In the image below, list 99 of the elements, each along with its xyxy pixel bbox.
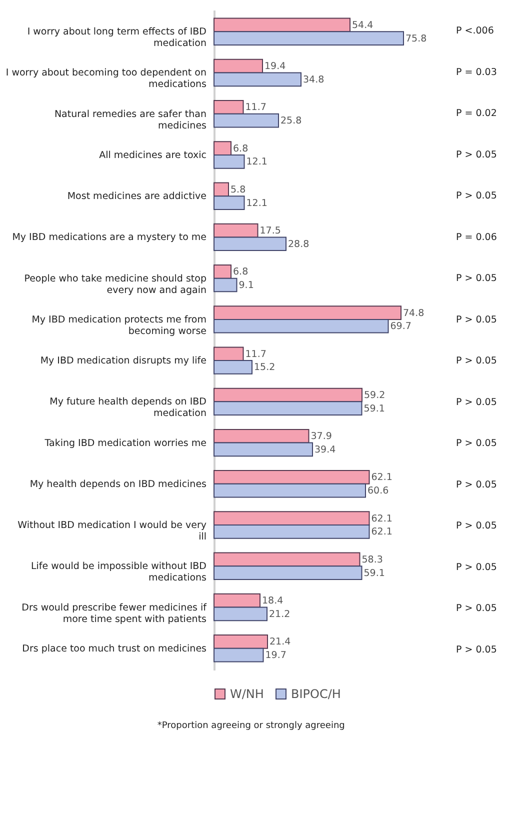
bar: [214, 264, 232, 279]
data-label: 59.2: [364, 390, 386, 401]
text: P > 0.05: [456, 149, 497, 160]
data-label: 28.8: [288, 238, 310, 250]
data-label: 75.8: [406, 33, 427, 44]
data-label: 59.1: [364, 403, 385, 414]
data-label: 21.2: [269, 608, 290, 620]
text: P = 0.06: [456, 232, 497, 243]
bar: [214, 552, 360, 567]
y-tick-label: Drs place too much trust on medicines: [22, 643, 207, 654]
text: P > 0.05: [456, 644, 497, 656]
y-tick-label: My health depends on IBD medicines: [30, 478, 207, 490]
bar: [214, 72, 302, 87]
data-label: 58.3: [362, 554, 383, 566]
bar: [214, 566, 362, 580]
text: P > 0.05: [456, 314, 497, 326]
text: P > 0.05: [456, 562, 497, 573]
data-label: 62.1: [371, 472, 392, 484]
text: P > 0.05: [456, 396, 497, 408]
bar: [214, 593, 260, 608]
data-label: 25.8: [280, 116, 302, 127]
data-label: 37.9: [310, 431, 332, 442]
text: P > 0.05: [456, 520, 497, 532]
bar: [214, 401, 362, 416]
bar: [214, 606, 268, 622]
bar: [214, 470, 370, 484]
data-label: 69.7: [390, 321, 412, 332]
text: P = 0.03: [456, 66, 497, 78]
y-tick-label: Taking IBD medication worries me: [44, 438, 207, 449]
y-tick-label: My future health depends on IBD medication: [50, 396, 206, 420]
bar: [214, 388, 362, 402]
bar: [214, 483, 366, 498]
text: P = 0.02: [456, 108, 497, 120]
y-tick-label: My IBD medication protects me from becoming worse: [32, 314, 207, 337]
y-tick-label: People who take medicine should stop every now and again: [24, 273, 206, 296]
y-tick-label: My IBD medication disrupts my life: [40, 356, 207, 367]
y-tick-label: My IBD medications are a mystery to me: [12, 232, 207, 244]
bar: [214, 428, 310, 444]
bar: [214, 346, 244, 362]
bar: [214, 223, 258, 238]
data-label: 62.1: [371, 526, 392, 538]
data-label: 34.8: [303, 74, 324, 86]
bar: [214, 648, 264, 662]
text: P > 0.05: [456, 190, 497, 202]
bar: [214, 196, 245, 210]
text: P > 0.05: [456, 438, 497, 450]
data-label: 5.8: [230, 184, 246, 196]
legend-label: BIPOC/H: [291, 687, 341, 701]
data-label: 74.8: [403, 308, 424, 319]
data-label: 62.1: [371, 513, 392, 524]
data-label: 39.4: [314, 444, 336, 456]
bar: [214, 278, 238, 292]
bar: [214, 318, 389, 334]
data-label: 9.1: [238, 280, 254, 291]
bar: [214, 31, 404, 46]
bar: [214, 182, 229, 197]
y-tick-label: Most medicines are addictive: [67, 191, 207, 202]
data-label: 59.1: [364, 568, 385, 579]
legend-label: W/NH: [230, 687, 264, 701]
bar: [214, 113, 279, 128]
data-label: 12.1: [246, 198, 268, 209]
bar: [214, 100, 244, 114]
bar: [214, 154, 245, 169]
bar: [214, 511, 370, 526]
y-tick-label: I worry about long term effects of IBD medication: [27, 26, 206, 50]
bar: [214, 524, 370, 539]
text: P > 0.05: [456, 479, 497, 490]
y-tick-label: Life would be impossible without IBD medications: [30, 561, 207, 584]
text: P > 0.05: [456, 356, 497, 367]
y-tick-label: Natural remedies are safer than medicines: [54, 108, 207, 132]
text: *Proportion agreeing or strongly agreeing: [157, 721, 345, 731]
bar: [214, 141, 232, 156]
y-tick-label: Without IBD medication I would be very ill: [18, 520, 207, 543]
bar: [214, 58, 263, 74]
y-tick-label: I worry about becoming too dependent on medications: [6, 68, 207, 90]
text: P <.006: [456, 26, 494, 37]
data-label: 6.8: [233, 266, 248, 278]
bar: [214, 306, 402, 320]
bar: [214, 360, 252, 374]
data-label: 18.4: [262, 596, 284, 607]
data-label: 60.6: [368, 486, 389, 497]
bar: [214, 634, 268, 649]
bar: [214, 236, 286, 252]
data-label: 54.4: [352, 20, 374, 31]
y-tick-label: All medicines are toxic: [99, 150, 206, 161]
text: P > 0.05: [456, 273, 497, 284]
data-label: 11.7: [245, 102, 266, 114]
data-label: 15.2: [254, 362, 276, 374]
data-label: 19.7: [265, 650, 286, 662]
data-label: 12.1: [246, 156, 268, 168]
data-label: 19.4: [264, 61, 286, 72]
data-label: 6.8: [233, 143, 248, 154]
data-label: 17.5: [260, 226, 281, 237]
data-label: 21.4: [270, 636, 291, 648]
y-tick-label: Drs would prescribe fewer medicines if more time spent with patients: [22, 602, 208, 625]
data-label: 11.7: [245, 348, 266, 360]
bar: [214, 442, 313, 457]
bar: [214, 18, 350, 32]
text: P > 0.05: [456, 603, 497, 614]
